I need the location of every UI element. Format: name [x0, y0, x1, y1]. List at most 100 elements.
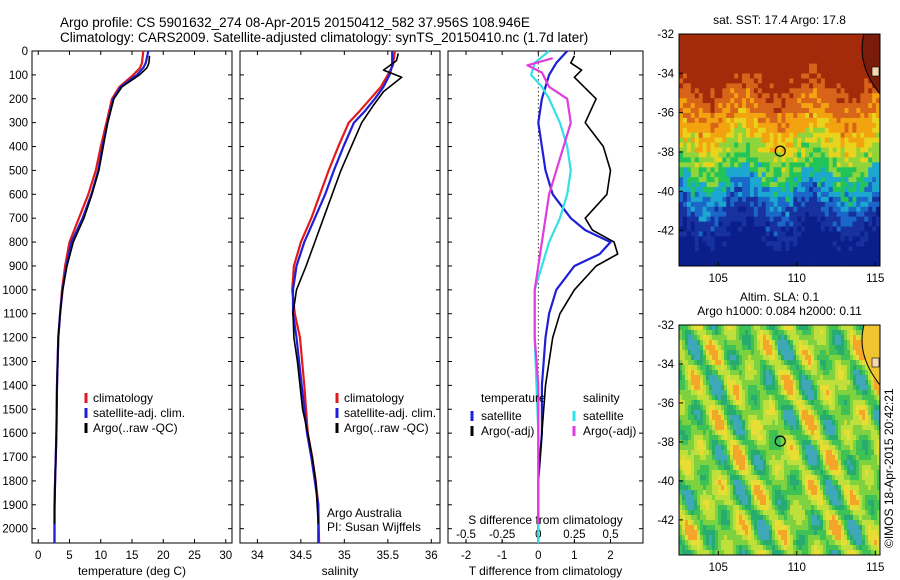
map-cell	[856, 490, 860, 496]
map-cell	[844, 172, 849, 178]
map-cell	[694, 375, 698, 381]
map-cell	[805, 221, 810, 227]
map-cell	[679, 256, 684, 262]
map-cell	[763, 380, 767, 386]
map-cell	[781, 58, 786, 65]
map-cell	[772, 365, 776, 371]
map-cell	[844, 157, 849, 163]
map-cell	[844, 38, 849, 45]
map-cell	[760, 430, 764, 436]
map-cell	[748, 450, 752, 456]
map-cell	[848, 226, 853, 232]
map-cell	[848, 241, 853, 247]
map-cell	[769, 103, 774, 109]
map-cell	[742, 410, 746, 416]
map-cell	[853, 405, 857, 411]
map-cell	[691, 455, 695, 461]
map-cell	[718, 470, 722, 476]
map-cell	[766, 390, 770, 396]
map-cell	[789, 206, 794, 213]
map-cell	[722, 132, 727, 139]
map-cell	[753, 152, 759, 158]
map-cell	[793, 53, 798, 60]
map-cell	[709, 490, 713, 496]
map-cell	[860, 108, 865, 114]
map-cell	[853, 325, 857, 331]
map-cell	[749, 78, 755, 84]
map-cell	[718, 246, 723, 252]
map-cell	[824, 73, 830, 79]
map-cell	[773, 132, 778, 139]
map-cell	[790, 350, 794, 356]
map-cell	[746, 78, 751, 84]
map-cell	[721, 480, 725, 486]
map-cell	[836, 201, 841, 208]
map-cell	[682, 226, 688, 232]
map-cell	[761, 112, 767, 119]
map-cell	[730, 73, 735, 79]
map-cell	[844, 236, 849, 242]
map-cell	[712, 375, 716, 381]
map-cell	[820, 137, 826, 143]
map-cell	[748, 465, 752, 471]
map-cell	[773, 246, 778, 252]
map-cell	[850, 345, 854, 351]
map-cell	[679, 127, 684, 134]
map-cell	[838, 350, 842, 356]
map-cell	[811, 355, 815, 361]
map-cell	[868, 385, 872, 391]
map-cell	[847, 340, 851, 346]
map-cell	[766, 410, 770, 416]
map-cell	[835, 380, 839, 386]
map-cell	[808, 405, 812, 411]
map-cell	[760, 375, 764, 381]
map-cell	[679, 495, 683, 501]
map-cell	[828, 206, 834, 213]
map-cell	[836, 83, 841, 89]
map-cell	[809, 137, 814, 143]
map-cell	[703, 420, 707, 426]
map-cell	[789, 117, 794, 124]
map-cell	[722, 108, 727, 114]
map-cell	[769, 191, 774, 198]
map-cell	[789, 63, 794, 69]
map-cell	[714, 246, 719, 252]
map-cell	[814, 405, 818, 411]
map-cell	[859, 345, 863, 351]
map-cell	[690, 251, 696, 257]
map-cell	[801, 78, 806, 84]
map-cell	[805, 226, 810, 232]
map-cell	[805, 365, 809, 371]
map-cell	[785, 261, 790, 267]
map-cell	[856, 261, 861, 267]
map-cell	[709, 420, 713, 426]
map-cell	[864, 142, 869, 148]
map-cell	[868, 261, 873, 267]
map-cell	[688, 400, 692, 406]
map-cell	[706, 395, 710, 401]
map-cell	[685, 465, 689, 471]
map-cell	[805, 345, 809, 351]
map-cell	[726, 226, 731, 232]
map-cell	[718, 345, 722, 351]
map-cell	[797, 231, 802, 237]
land-patch	[871, 66, 880, 77]
map-cell	[817, 345, 821, 351]
map-cell	[724, 460, 728, 466]
map-cell	[766, 400, 770, 406]
map-cell	[829, 415, 833, 421]
map-cell	[691, 375, 695, 381]
map-cell	[700, 400, 704, 406]
map-cell	[688, 450, 692, 456]
map-cell	[852, 73, 857, 79]
map-cell	[721, 395, 725, 401]
map-cell	[726, 112, 731, 119]
map-cell	[700, 490, 704, 496]
x-tick-label: -1	[497, 550, 507, 562]
map-cell	[853, 475, 857, 481]
map-cell	[763, 435, 767, 441]
map-cell	[820, 355, 824, 361]
map-cell	[835, 375, 839, 381]
map-cell	[706, 34, 711, 40]
x-tick-label: 35.5	[377, 550, 399, 562]
